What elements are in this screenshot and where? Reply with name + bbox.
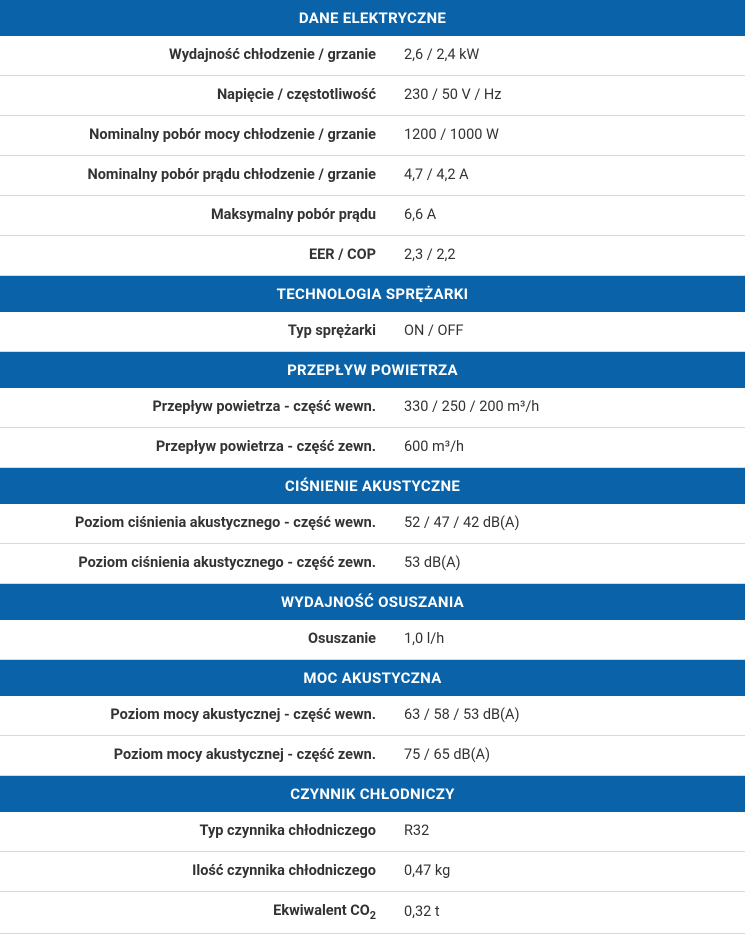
section-header: CZYNNIK CHŁODNICZY — [0, 776, 745, 812]
section-header: PRZEPŁYW POWIETRZA — [0, 352, 745, 388]
spec-label: Nominalny pobór prądu chłodzenie / grzan… — [0, 156, 390, 195]
spec-table: DANE ELEKTRYCZNEWydajność chłodzenie / g… — [0, 0, 745, 934]
spec-value: 330 / 250 / 200 m³/h — [390, 388, 745, 427]
spec-row: Poziom ciśnienia akustycznego - część ze… — [0, 544, 745, 584]
spec-row: Nominalny pobór prądu chłodzenie / grzan… — [0, 156, 745, 196]
spec-value: 52 / 47 / 42 dB(A) — [390, 504, 745, 543]
spec-label: Nominalny pobór mocy chłodzenie / grzani… — [0, 116, 390, 155]
spec-row: Wydajność chłodzenie / grzanie2,6 / 2,4 … — [0, 36, 745, 76]
spec-row: Ekwiwalent CO20,32 t — [0, 892, 745, 934]
spec-row: Przepływ powietrza - część wewn.330 / 25… — [0, 388, 745, 428]
spec-row: Poziom mocy akustycznej - część wewn.63 … — [0, 696, 745, 736]
spec-value: ON / OFF — [390, 312, 745, 351]
spec-value: 53 dB(A) — [390, 544, 745, 583]
spec-label: Poziom mocy akustycznej - część wewn. — [0, 696, 390, 735]
spec-label: Ekwiwalent CO2 — [0, 892, 390, 933]
spec-value: 1,0 l/h — [390, 620, 745, 659]
spec-value: 600 m³/h — [390, 428, 745, 467]
spec-value: 63 / 58 / 53 dB(A) — [390, 696, 745, 735]
spec-label: Poziom mocy akustycznej - część zewn. — [0, 736, 390, 775]
spec-value: R32 — [390, 812, 745, 851]
spec-row: Przepływ powietrza - część zewn.600 m³/h — [0, 428, 745, 468]
spec-label: Maksymalny pobór prądu — [0, 196, 390, 235]
section-header: MOC AKUSTYCZNA — [0, 660, 745, 696]
spec-row: Typ sprężarkiON / OFF — [0, 312, 745, 352]
spec-value: 230 / 50 V / Hz — [390, 76, 745, 115]
spec-label: Typ czynnika chłodniczego — [0, 812, 390, 851]
spec-label: Typ sprężarki — [0, 312, 390, 351]
section-header: DANE ELEKTRYCZNE — [0, 0, 745, 36]
spec-label: Poziom ciśnienia akustycznego - część we… — [0, 504, 390, 543]
spec-label: Przepływ powietrza - część zewn. — [0, 428, 390, 467]
spec-row: Napięcie / częstotliwość230 / 50 V / Hz — [0, 76, 745, 116]
spec-value: 6,6 A — [390, 196, 745, 235]
spec-label: Wydajność chłodzenie / grzanie — [0, 36, 390, 75]
spec-row: Poziom mocy akustycznej - część zewn.75 … — [0, 736, 745, 776]
spec-row: Osuszanie1,0 l/h — [0, 620, 745, 660]
spec-label: EER / COP — [0, 236, 390, 275]
spec-row: Nominalny pobór mocy chłodzenie / grzani… — [0, 116, 745, 156]
spec-value: 75 / 65 dB(A) — [390, 736, 745, 775]
spec-label: Ilość czynnika chłodniczego — [0, 852, 390, 891]
spec-row: Poziom ciśnienia akustycznego - część we… — [0, 504, 745, 544]
spec-row: EER / COP2,3 / 2,2 — [0, 236, 745, 276]
spec-label: Poziom ciśnienia akustycznego - część ze… — [0, 544, 390, 583]
spec-value: 2,6 / 2,4 kW — [390, 36, 745, 75]
spec-value: 0,47 kg — [390, 852, 745, 891]
spec-value: 4,7 / 4,2 A — [390, 156, 745, 195]
spec-row: Ilość czynnika chłodniczego0,47 kg — [0, 852, 745, 892]
spec-value: 1200 / 1000 W — [390, 116, 745, 155]
spec-row: Maksymalny pobór prądu6,6 A — [0, 196, 745, 236]
spec-label: Przepływ powietrza - część wewn. — [0, 388, 390, 427]
spec-row: Typ czynnika chłodniczegoR32 — [0, 812, 745, 852]
spec-value: 0,32 t — [390, 893, 745, 932]
spec-label: Osuszanie — [0, 620, 390, 659]
section-header: CIŚNIENIE AKUSTYCZNE — [0, 468, 745, 504]
section-header: TECHNOLOGIA SPRĘŻARKI — [0, 276, 745, 312]
section-header: WYDAJNOŚĆ OSUSZANIA — [0, 584, 745, 620]
spec-label: Napięcie / częstotliwość — [0, 76, 390, 115]
spec-value: 2,3 / 2,2 — [390, 236, 745, 275]
